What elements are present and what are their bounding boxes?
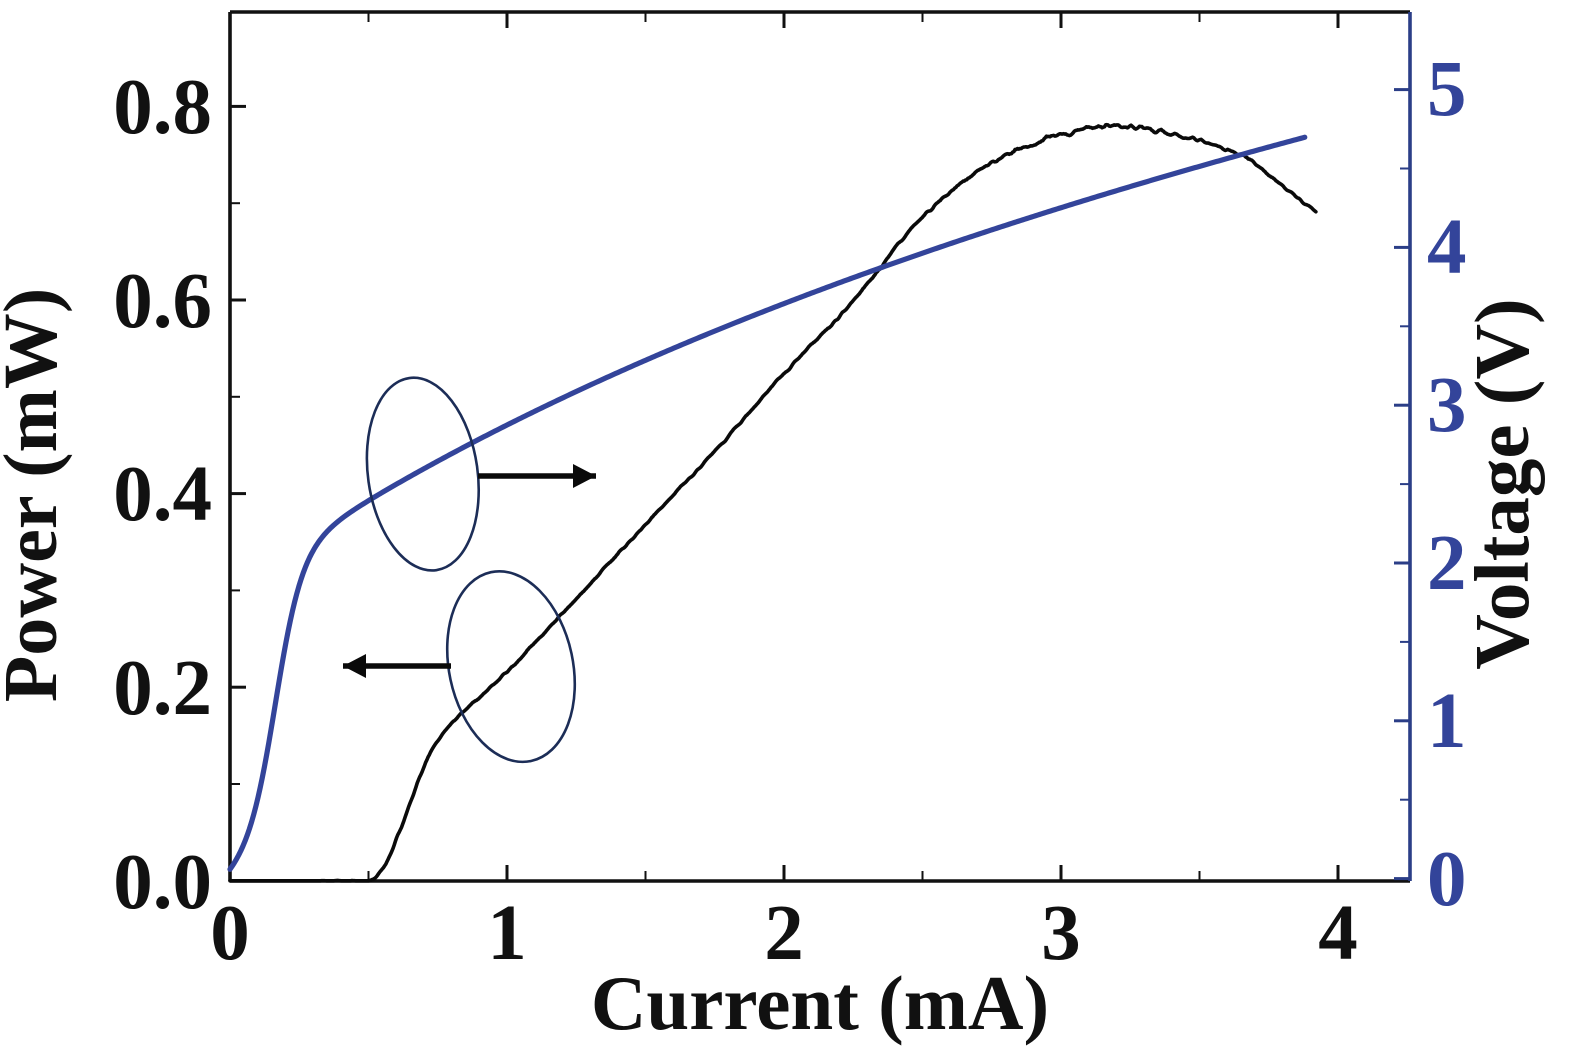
svg-text:0: 0 <box>210 890 250 977</box>
svg-text:0.0: 0.0 <box>113 839 212 926</box>
svg-text:0.6: 0.6 <box>113 258 212 345</box>
svg-text:0: 0 <box>1427 836 1467 923</box>
svg-text:1: 1 <box>487 890 527 977</box>
svg-text:4: 4 <box>1318 890 1358 977</box>
svg-text:Current (mA): Current (mA) <box>591 960 1049 1046</box>
svg-text:5: 5 <box>1427 46 1467 133</box>
svg-text:0.2: 0.2 <box>113 645 212 732</box>
svg-text:1: 1 <box>1427 678 1467 765</box>
svg-text:Voltage (V): Voltage (V) <box>1459 298 1545 669</box>
svg-text:0.8: 0.8 <box>113 64 212 151</box>
svg-text:4: 4 <box>1427 204 1467 291</box>
svg-text:0.4: 0.4 <box>113 451 212 538</box>
svg-text:Power (mW): Power (mW) <box>0 288 73 702</box>
